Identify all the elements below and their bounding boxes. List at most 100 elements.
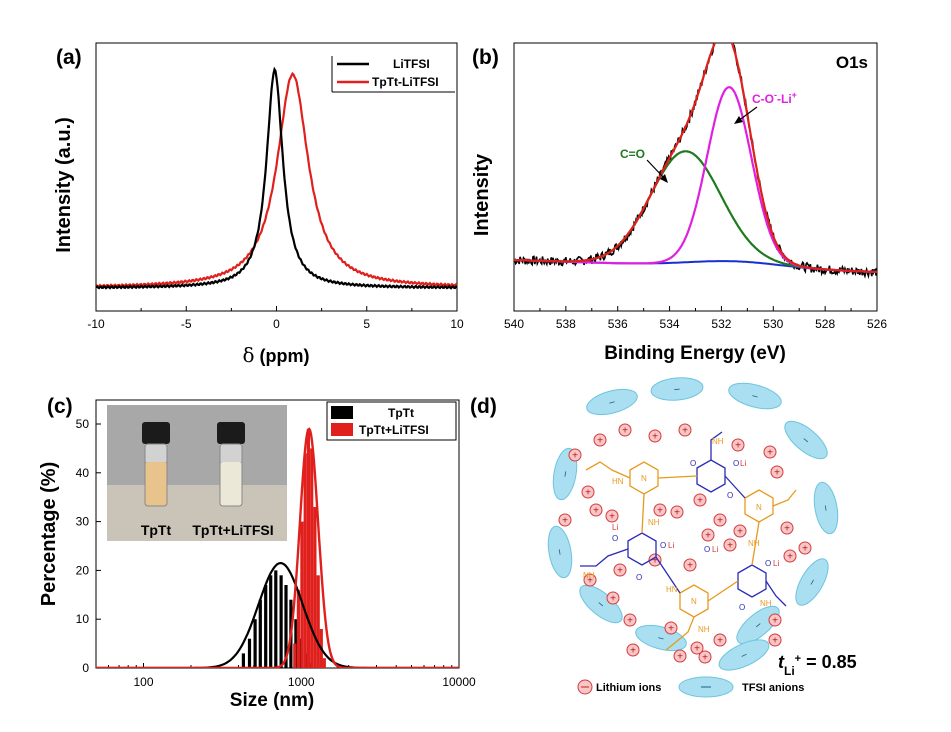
svg-text:N: N bbox=[691, 597, 697, 606]
svg-text:N: N bbox=[641, 474, 647, 483]
lithium-ion: + bbox=[648, 429, 662, 443]
panel-d-legend: Lithium ions TFSI anions bbox=[577, 676, 804, 698]
ring-top bbox=[696, 459, 726, 493]
svg-text:+: + bbox=[585, 488, 591, 499]
svg-text:N: N bbox=[756, 503, 762, 512]
lithium-ion: + bbox=[713, 513, 727, 527]
panel-b-annotation-c-o: C=O bbox=[620, 147, 645, 161]
lithium-ion: + bbox=[626, 643, 640, 657]
tfsi-anion: − bbox=[552, 447, 578, 501]
tfsi-anion: − bbox=[813, 481, 839, 535]
lithium-ion: + bbox=[731, 438, 745, 452]
panel-c-ytick-label: 10 bbox=[76, 612, 90, 626]
tfsi-anion: − bbox=[650, 377, 704, 401]
panel-a-line-tptt-litfsi bbox=[96, 71, 457, 289]
linker-12 bbox=[772, 489, 797, 507]
lithium-ion: + bbox=[690, 641, 704, 655]
panel-b-peak-c-o-li bbox=[514, 86, 877, 274]
svg-text:−: − bbox=[819, 504, 832, 512]
panel-b-xtick-label: 528 bbox=[815, 317, 835, 331]
svg-text:+: + bbox=[587, 576, 593, 587]
svg-text:NH: NH bbox=[760, 599, 772, 608]
panel-b-xtick-label: 540 bbox=[504, 317, 524, 331]
tfsi-anion: − bbox=[579, 584, 623, 624]
bar-tptt-litfsi bbox=[296, 589, 300, 668]
vial-tptt bbox=[142, 422, 170, 507]
svg-text:O: O bbox=[765, 559, 771, 568]
legend-label-tptt: TpTt bbox=[388, 406, 414, 420]
svg-text:Li: Li bbox=[740, 459, 746, 468]
lithium-ion: + bbox=[678, 423, 692, 437]
svg-text:+: + bbox=[630, 646, 636, 657]
lithium-ion: + bbox=[768, 633, 782, 647]
svg-text:+: + bbox=[610, 594, 616, 605]
panel-c-inset-photo: TpTt TpTt+LiTFSI bbox=[107, 405, 287, 541]
svg-text:−: − bbox=[656, 632, 665, 645]
bar-tptt-litfsi bbox=[313, 507, 317, 668]
svg-text:O: O bbox=[690, 459, 696, 468]
svg-text:+: + bbox=[784, 524, 790, 535]
svg-text:+: + bbox=[652, 432, 658, 443]
panel-c-xtick-label: 10000 bbox=[442, 675, 476, 689]
panel-c-xtick-label: 100 bbox=[133, 675, 153, 689]
svg-text:+: + bbox=[687, 561, 693, 572]
lithium-ion: + bbox=[701, 528, 715, 542]
panel-b-ticks bbox=[513, 306, 878, 311]
legend-swatch-tptt bbox=[331, 406, 353, 419]
linker-8 bbox=[585, 461, 631, 479]
lithium-ion: + bbox=[713, 633, 727, 647]
svg-text:O: O bbox=[660, 541, 666, 550]
panel-c-ytick-label: 40 bbox=[76, 466, 90, 480]
panel-c-label: (c) bbox=[47, 395, 73, 418]
triazine-2 bbox=[744, 489, 774, 523]
bar-tptt bbox=[253, 619, 257, 668]
panel-b-xtick-label: 532 bbox=[711, 317, 731, 331]
svg-text:−: − bbox=[673, 384, 680, 397]
bar-tptt-litfsi bbox=[310, 448, 314, 668]
panel-c-xlabel: Size (nm) bbox=[230, 690, 314, 711]
lithium-ion: + bbox=[693, 493, 707, 507]
linker-5 bbox=[707, 580, 739, 602]
linker-2 bbox=[724, 475, 746, 499]
svg-text:+: + bbox=[593, 506, 599, 517]
svg-text:+: + bbox=[668, 624, 674, 635]
svg-text:+: + bbox=[682, 426, 688, 437]
linker-11 bbox=[765, 580, 787, 607]
linker-6 bbox=[751, 521, 760, 566]
cof-atom-labels: O O O Li NH HN N NH Li O O Li O NH HN N … bbox=[583, 437, 779, 634]
panel-c-fit-tptt-litfsi bbox=[96, 427, 459, 668]
svg-text:O: O bbox=[733, 459, 739, 468]
svg-text:+: + bbox=[694, 644, 700, 655]
linker-3 bbox=[641, 493, 645, 534]
lithium-ion: + bbox=[783, 549, 797, 563]
svg-text:−: − bbox=[608, 396, 617, 409]
panel-a-legend: LiTFSI TpTt-LiTFSI bbox=[331, 56, 455, 93]
svg-text:+: + bbox=[802, 544, 808, 555]
panel-a-xlabel-symbol: δ bbox=[242, 343, 254, 367]
svg-text:+: + bbox=[622, 426, 628, 437]
svg-text:+: + bbox=[727, 541, 733, 552]
bar-tptt bbox=[264, 585, 268, 668]
svg-text:+: + bbox=[617, 566, 623, 577]
tfsi-anion-group: − − − − − − − − − − − − bbox=[547, 377, 839, 671]
panel-b-raw-spectrum bbox=[514, 43, 877, 280]
lithium-ion: + bbox=[768, 613, 782, 627]
triazine-3 bbox=[679, 584, 709, 618]
bar-tptt-litfsi bbox=[322, 658, 326, 668]
svg-text:NH: NH bbox=[748, 539, 760, 548]
lithium-ion: + bbox=[664, 621, 678, 635]
svg-text:O: O bbox=[704, 545, 710, 554]
svg-text:+: + bbox=[674, 508, 680, 519]
linker-1 bbox=[657, 475, 698, 479]
panel-c-legend: TpTt TpTt+LiTFSI bbox=[326, 401, 457, 441]
svg-text:+: + bbox=[705, 531, 711, 542]
panel-b-xtick-label: 526 bbox=[867, 317, 887, 331]
panel-b-label: (b) bbox=[472, 46, 499, 69]
lithium-ion: + bbox=[780, 521, 794, 535]
svg-text:−: − bbox=[806, 577, 820, 589]
svg-text:+: + bbox=[717, 636, 723, 647]
svg-text:HN: HN bbox=[612, 477, 624, 486]
lithium-ion: + bbox=[648, 553, 662, 567]
svg-text:Li: Li bbox=[712, 545, 718, 554]
linker-7 bbox=[710, 431, 723, 460]
